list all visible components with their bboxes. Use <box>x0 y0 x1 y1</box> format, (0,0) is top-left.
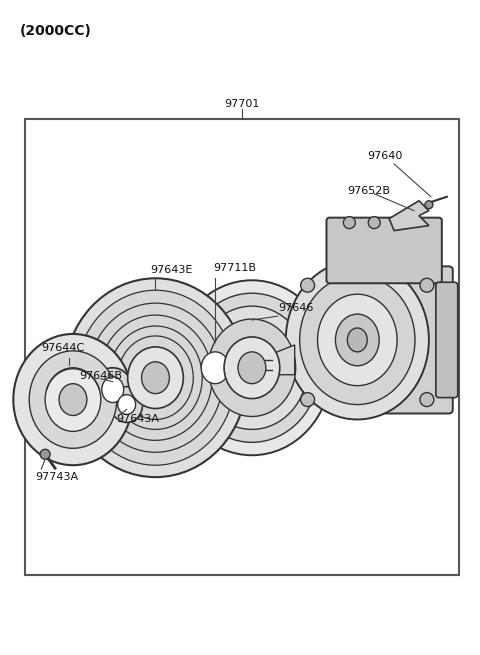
Circle shape <box>368 217 380 229</box>
Ellipse shape <box>238 352 266 384</box>
Bar <box>25 119 459 574</box>
Ellipse shape <box>286 261 429 419</box>
Circle shape <box>425 200 433 209</box>
Ellipse shape <box>102 377 124 403</box>
Ellipse shape <box>142 362 169 394</box>
Text: 97743A: 97743A <box>35 472 78 482</box>
Ellipse shape <box>64 278 247 477</box>
Text: 97646B: 97646B <box>79 371 122 381</box>
Ellipse shape <box>172 280 332 455</box>
Ellipse shape <box>29 351 117 448</box>
Ellipse shape <box>318 294 397 386</box>
Ellipse shape <box>111 386 143 422</box>
Ellipse shape <box>184 293 320 442</box>
Circle shape <box>420 278 434 292</box>
FancyBboxPatch shape <box>326 217 442 283</box>
Circle shape <box>343 217 355 229</box>
FancyBboxPatch shape <box>436 282 458 398</box>
FancyBboxPatch shape <box>355 267 453 413</box>
Ellipse shape <box>128 347 183 409</box>
Circle shape <box>420 392 434 407</box>
Polygon shape <box>270 345 295 375</box>
Text: (2000CC): (2000CC) <box>19 24 91 38</box>
Ellipse shape <box>196 306 308 430</box>
Ellipse shape <box>336 314 379 365</box>
Ellipse shape <box>118 394 136 415</box>
Ellipse shape <box>13 334 132 465</box>
Ellipse shape <box>88 303 223 452</box>
Ellipse shape <box>300 275 415 405</box>
Polygon shape <box>389 200 429 231</box>
Circle shape <box>40 449 50 459</box>
Ellipse shape <box>93 367 132 411</box>
Text: 97701: 97701 <box>224 100 260 109</box>
Text: 97711B: 97711B <box>213 263 256 273</box>
Circle shape <box>393 217 405 229</box>
Text: 97646: 97646 <box>278 303 313 313</box>
Text: 97640: 97640 <box>367 151 403 161</box>
Ellipse shape <box>348 328 367 352</box>
Ellipse shape <box>224 337 280 399</box>
Text: 97643A: 97643A <box>117 415 160 424</box>
Ellipse shape <box>76 290 235 465</box>
Text: 97652B: 97652B <box>348 186 390 196</box>
Circle shape <box>300 392 314 407</box>
Ellipse shape <box>45 367 101 432</box>
Ellipse shape <box>99 315 212 440</box>
Ellipse shape <box>109 326 202 430</box>
Ellipse shape <box>189 338 241 398</box>
Ellipse shape <box>118 336 193 419</box>
Text: 97644C: 97644C <box>41 343 84 353</box>
Ellipse shape <box>208 319 296 417</box>
Ellipse shape <box>201 352 229 384</box>
Circle shape <box>300 278 314 292</box>
Ellipse shape <box>59 384 87 415</box>
Text: 97643E: 97643E <box>151 265 193 275</box>
